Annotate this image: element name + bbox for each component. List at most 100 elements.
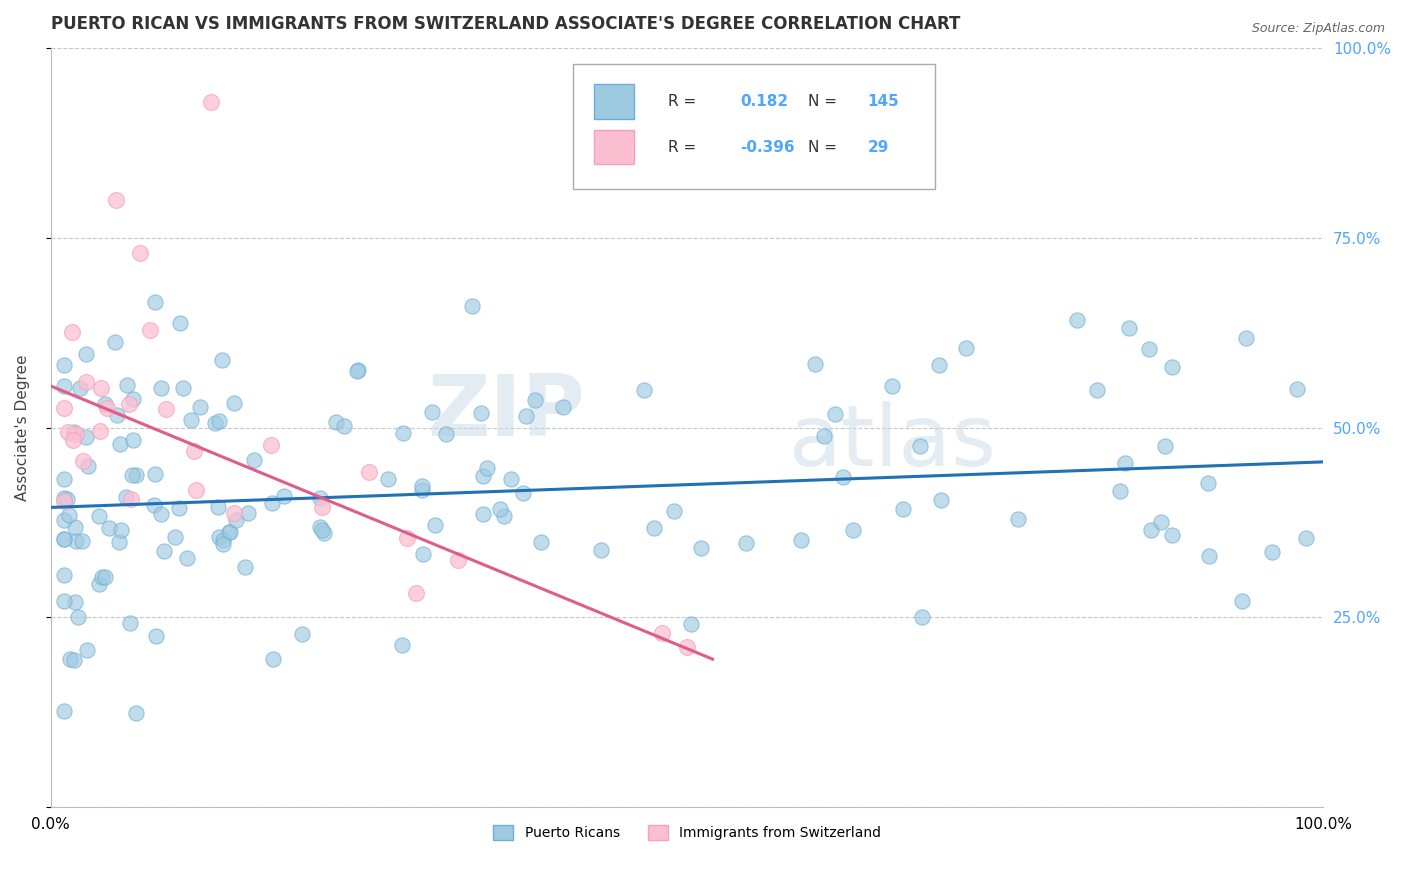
- Point: [65, 426, 87, 441]
- Point: [309, 491, 332, 505]
- Point: [96, 401, 118, 416]
- Point: [676, 640, 699, 654]
- Point: [396, 531, 419, 545]
- Text: R =: R =: [668, 139, 696, 154]
- Point: [117, 397, 139, 411]
- Point: [52, 491, 75, 505]
- Point: [208, 413, 231, 427]
- Point: [55, 492, 77, 507]
- Point: [188, 400, 211, 414]
- Point: [530, 535, 553, 549]
- Point: [89, 424, 111, 438]
- Point: [186, 483, 208, 497]
- Point: [94, 397, 117, 411]
- Point: [172, 381, 194, 395]
- FancyBboxPatch shape: [595, 130, 634, 164]
- Point: [69, 381, 91, 395]
- Point: [115, 490, 138, 504]
- Point: [76, 643, 98, 657]
- Point: [60, 325, 83, 339]
- Point: [1232, 594, 1254, 608]
- Point: [58, 508, 80, 523]
- Point: [150, 381, 173, 395]
- Text: 145: 145: [868, 94, 900, 109]
- Text: atlas: atlas: [789, 401, 997, 484]
- Point: [142, 498, 165, 512]
- Text: ZIP: ZIP: [427, 371, 585, 454]
- Point: [643, 521, 665, 535]
- Point: [679, 617, 702, 632]
- Point: [422, 405, 444, 419]
- Point: [165, 530, 187, 544]
- Point: [52, 532, 75, 546]
- Point: [149, 507, 172, 521]
- Point: [167, 501, 190, 516]
- Point: [489, 501, 512, 516]
- Point: [138, 323, 160, 337]
- Point: [224, 396, 246, 410]
- Point: [62, 433, 84, 447]
- Point: [108, 535, 131, 549]
- Point: [63, 520, 86, 534]
- Point: [225, 512, 247, 526]
- Point: [169, 316, 191, 330]
- Point: [70, 534, 93, 549]
- Text: 0.182: 0.182: [741, 94, 789, 109]
- Point: [129, 246, 152, 260]
- Point: [955, 341, 977, 355]
- Point: [87, 509, 110, 524]
- Point: [93, 570, 115, 584]
- Point: [52, 594, 75, 608]
- Point: [208, 530, 231, 544]
- Point: [121, 468, 143, 483]
- Point: [391, 638, 413, 652]
- Point: [804, 357, 827, 371]
- Point: [333, 419, 356, 434]
- Point: [52, 358, 75, 372]
- Point: [108, 437, 131, 451]
- Point: [97, 521, 120, 535]
- Text: R =: R =: [668, 94, 696, 109]
- Point: [183, 443, 205, 458]
- Point: [512, 486, 534, 500]
- Point: [242, 453, 264, 467]
- Point: [207, 500, 229, 514]
- Point: [218, 525, 240, 540]
- Point: [1139, 524, 1161, 538]
- Point: [1118, 320, 1140, 334]
- Point: [125, 468, 148, 483]
- Point: [52, 401, 75, 416]
- Point: [155, 402, 177, 417]
- Point: [262, 652, 284, 666]
- Point: [346, 364, 368, 378]
- Point: [260, 437, 283, 451]
- Point: [52, 704, 75, 718]
- Point: [212, 536, 235, 550]
- Point: [1161, 359, 1184, 374]
- Point: [1154, 439, 1177, 453]
- Point: [291, 627, 314, 641]
- Point: [204, 416, 226, 430]
- Point: [492, 509, 515, 524]
- Point: [180, 412, 202, 426]
- Point: [591, 543, 613, 558]
- Point: [52, 472, 75, 486]
- Text: -0.396: -0.396: [741, 139, 796, 154]
- Point: [63, 425, 86, 440]
- Point: [434, 427, 457, 442]
- Point: [515, 409, 537, 423]
- Point: [471, 507, 494, 521]
- Point: [58, 652, 80, 666]
- Point: [75, 346, 97, 360]
- Point: [143, 295, 166, 310]
- Point: [67, 610, 90, 624]
- Point: [312, 526, 335, 541]
- Point: [633, 384, 655, 398]
- Point: [311, 500, 333, 514]
- Point: [470, 406, 492, 420]
- Point: [75, 375, 97, 389]
- Point: [357, 465, 380, 479]
- Point: [309, 520, 332, 534]
- Point: [1161, 527, 1184, 541]
- Point: [475, 461, 498, 475]
